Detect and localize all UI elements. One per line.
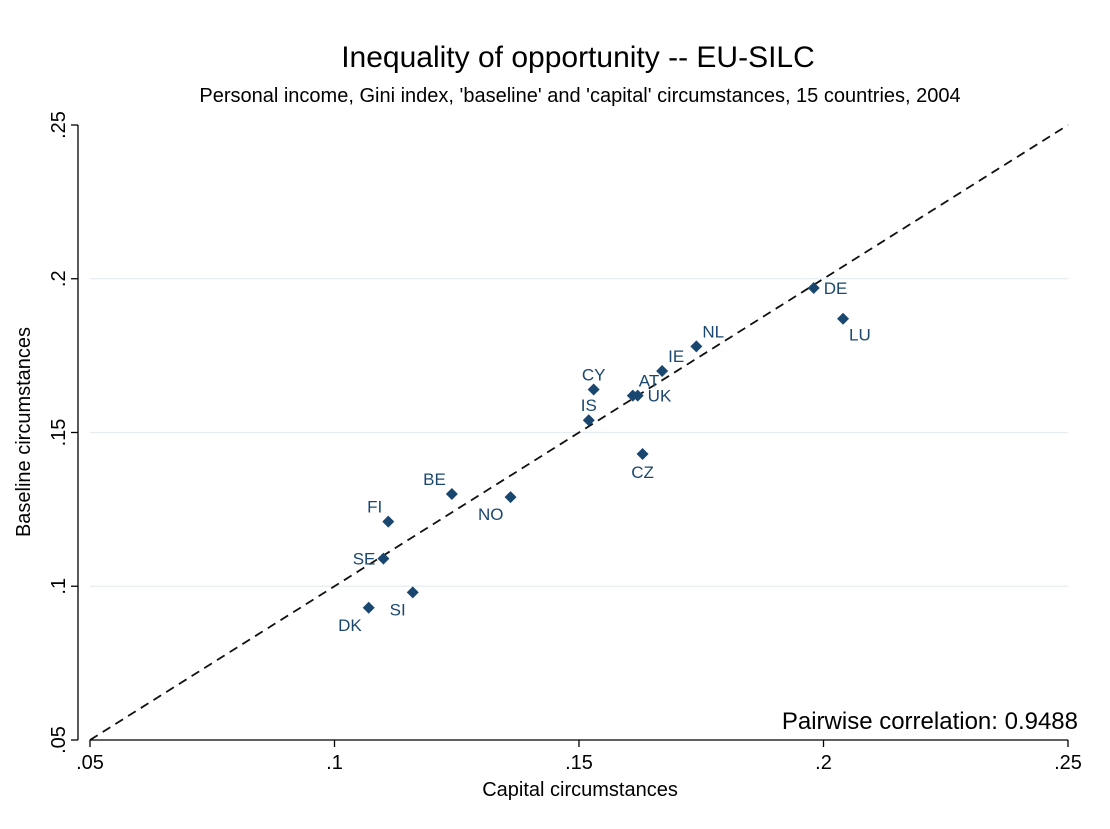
data-point-ie [656,365,669,377]
data-point-de [807,281,820,294]
x-tick-label-3: .2 [815,752,832,774]
data-label-be: BE [423,470,446,489]
data-label-lu: LU [849,326,871,345]
data-point-dk [362,601,375,614]
data-label-cz: CZ [631,463,654,482]
data-points [362,281,850,614]
data-label-ie: IE [668,347,684,366]
data-label-nl: NL [702,322,724,341]
x-tick-label-2: .15 [565,752,593,774]
data-point-cy [587,383,600,396]
data-point-is [582,414,595,427]
data-label-at: AT [639,372,659,391]
data-point-be [445,488,458,500]
data-label-de: DE [824,279,848,298]
data-label-fi: FI [367,498,382,517]
data-label-uk: UK [648,387,672,406]
y-tick-label-4: .25 [48,111,70,139]
y-tick-label-2: .15 [48,419,70,447]
data-point-si [406,586,419,599]
data-label-dk: DK [338,616,362,635]
x-axis-title: Capital circumstances [482,779,678,801]
x-tick-label-4: .25 [1054,752,1082,774]
data-label-se: SE [353,550,376,569]
data-label-si: SI [390,600,406,619]
x-tick-label-1: .1 [326,752,343,774]
data-point-cz [636,448,649,461]
data-point-uk [631,389,644,402]
data-label-no: NO [478,505,504,524]
y-tick-label-1: .1 [48,578,70,595]
y-axis-title: Baseline circumstances [13,327,35,537]
data-point-no [504,491,517,504]
reference-line-group [89,124,1069,741]
correlation-annotation: Pairwise correlation: 0.9488 [782,708,1078,735]
chart-title: Inequality of opportunity -- EU-SILC [341,41,815,74]
axes: .05 .1 .15 .2 .25 .05 .1 .15 .2 .25 [48,111,1082,774]
x-tick-label-0: .05 [76,752,104,774]
y-tick-label-3: .2 [48,270,70,287]
chart-subtitle: Personal income, Gini index, 'baseline' … [199,85,960,107]
data-point-fi [382,515,395,528]
data-point-nl [690,340,703,353]
reference-line [89,124,1069,741]
data-label-is: IS [581,396,597,415]
y-tick-label-0: .05 [48,726,70,754]
data-point-se [377,552,390,565]
data-point-lu [837,312,850,325]
data-label-cy: CY [582,365,606,384]
